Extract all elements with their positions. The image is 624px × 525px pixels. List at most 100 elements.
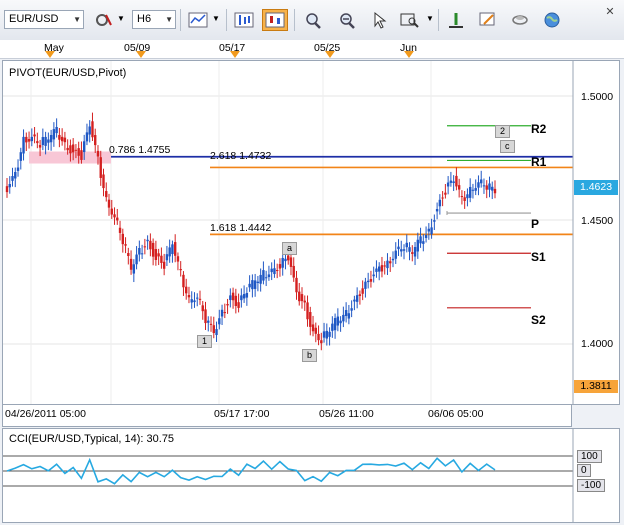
x-tick-label: 05/17 17:00: [214, 408, 269, 420]
candle-body: [425, 235, 427, 238]
candle-body: [406, 243, 408, 247]
candle-body: [392, 259, 394, 260]
pointer-button[interactable]: [368, 9, 392, 31]
cci-panel[interactable]: CCI(EUR/USD,Typical, 14): 30.75 100 0 -1…: [2, 428, 620, 523]
chevron-down-icon: ▼: [73, 11, 81, 28]
candle-body: [72, 144, 74, 152]
candle-body: [301, 294, 303, 301]
date-marker-icon[interactable]: [404, 51, 414, 58]
timeframe-select[interactable]: H6 ▼: [132, 10, 176, 29]
candle-body: [257, 282, 259, 283]
candle-body: [152, 243, 154, 257]
candle-body: [80, 150, 82, 160]
indicators-icon: [188, 12, 208, 28]
separator: [438, 9, 439, 31]
pivot-r1-label: R1: [531, 155, 546, 169]
price-chart-panel[interactable]: PIVOT(EUR/USD,Pivot) R2 R1 P S1 S2 2 c a…: [2, 60, 620, 405]
candle-body: [28, 139, 30, 142]
candle-body: [20, 152, 22, 161]
candle-body: [199, 299, 201, 300]
candle-body: [276, 270, 278, 271]
cci-tag-0: 0: [577, 464, 591, 477]
pivot-levels: [111, 126, 573, 308]
bar-chart-button[interactable]: [232, 9, 256, 31]
indicators-button[interactable]: [186, 9, 210, 31]
low-price-tag: 1.3811: [574, 380, 618, 393]
cycle-button[interactable]: [92, 9, 116, 31]
symbol-select[interactable]: EUR/USD ▼: [4, 10, 84, 29]
candle-body: [91, 121, 93, 137]
candle-body: [55, 127, 57, 133]
candle-body: [375, 269, 377, 272]
date-marker-icon[interactable]: [230, 51, 240, 58]
candle-body: [174, 242, 176, 256]
candle-body: [100, 157, 102, 178]
candle-body: [111, 209, 113, 215]
candle-body: [284, 259, 286, 261]
date-marker-icon[interactable]: [45, 51, 55, 58]
candle-body: [188, 295, 190, 297]
draw-icon: [478, 11, 498, 29]
candle-body: [353, 300, 355, 302]
candle-body: [486, 185, 488, 189]
candle-body: [251, 280, 253, 289]
candle-body: [463, 197, 465, 201]
candle-body: [39, 145, 41, 148]
candle-body: [337, 317, 339, 326]
cci-grid: [3, 456, 573, 486]
candle-body: [270, 269, 272, 272]
candle-body: [304, 301, 306, 303]
candle-body: [182, 275, 184, 287]
candle-body: [61, 137, 63, 141]
magnify-icon: [304, 11, 324, 29]
candle-body: [144, 246, 146, 247]
candle-body: [138, 248, 140, 255]
candle-body: [273, 268, 275, 274]
wave-b-label: b: [302, 349, 317, 362]
draw-button[interactable]: [476, 9, 500, 31]
candle-body: [293, 266, 295, 278]
candle-body: [53, 129, 55, 139]
date-navigator[interactable]: May 05/09 05/17 05/25 Jun: [0, 40, 624, 59]
date-marker-icon[interactable]: [136, 51, 146, 58]
candle-body: [105, 191, 107, 197]
layers-button[interactable]: [508, 9, 532, 31]
chevron-down-icon: ▼: [165, 11, 173, 28]
wave-1-label: 1: [197, 335, 212, 348]
candle-body: [224, 312, 226, 313]
candle-body: [323, 331, 325, 337]
candle-body: [113, 214, 115, 217]
zoom-box-button[interactable]: [398, 9, 422, 31]
candle-body: [9, 184, 11, 187]
candlestick-button[interactable]: [262, 9, 288, 31]
candle-body: [86, 132, 88, 141]
candle-body: [77, 148, 79, 156]
wave-a-label: a: [282, 242, 297, 255]
candle-body: [439, 200, 441, 207]
chevron-down-icon[interactable]: ▼: [117, 14, 125, 23]
chevron-down-icon[interactable]: ▼: [426, 14, 434, 23]
current-price-tag: 1.4623: [574, 180, 618, 195]
candle-body: [141, 253, 143, 254]
zoom-out-button[interactable]: [336, 9, 360, 31]
candle-body: [185, 287, 187, 294]
candle-body: [461, 196, 463, 197]
date-marker-icon[interactable]: [325, 51, 335, 58]
candle-body: [483, 185, 485, 186]
separator: [294, 9, 295, 31]
zoom-in-button[interactable]: [302, 9, 326, 31]
candle-body: [472, 190, 474, 191]
candle-body: [6, 186, 8, 192]
globe-button[interactable]: [540, 9, 564, 31]
chevron-down-icon[interactable]: ▼: [212, 14, 220, 23]
candle-body: [213, 325, 215, 333]
close-icon[interactable]: ✕: [603, 6, 617, 18]
candle-body: [282, 258, 284, 268]
fib-786-label: 0.786 1.4755: [109, 144, 170, 156]
candle-body: [339, 321, 341, 324]
candle-body: [309, 312, 311, 327]
candle-body: [433, 220, 435, 222]
cci-tag-minus-100: -100: [577, 479, 605, 492]
candle-body: [342, 315, 344, 321]
level-button[interactable]: [444, 9, 468, 31]
